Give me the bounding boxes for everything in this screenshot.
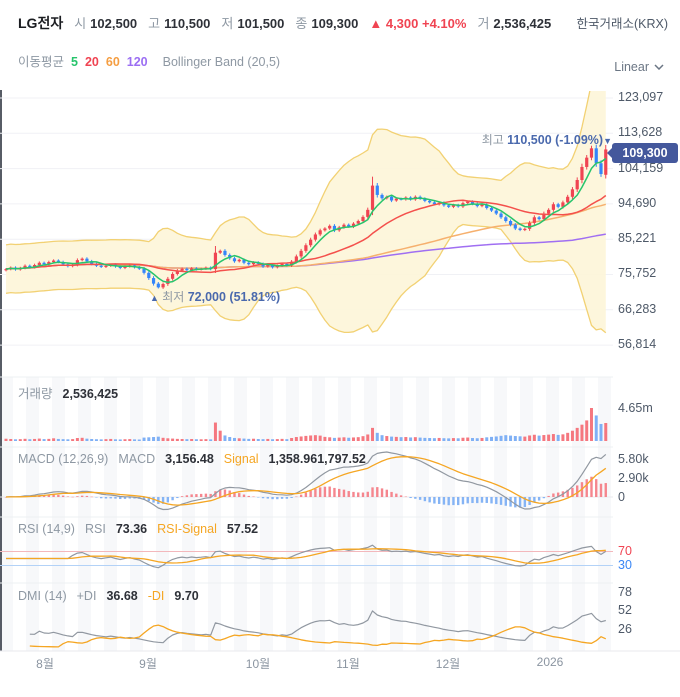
chart-left-axis-line bbox=[0, 90, 2, 651]
close-field: 종 109,300 bbox=[295, 13, 358, 32]
price-tick: 94,690 bbox=[618, 196, 657, 210]
signal-label: Signal bbox=[223, 452, 259, 466]
minus-di-value: 9.70 bbox=[174, 589, 199, 603]
volume-panel-label: 거래량 bbox=[18, 387, 53, 401]
open-label: 시 bbox=[74, 16, 87, 31]
chevron-down-icon bbox=[654, 64, 664, 70]
high-annotation-prefix: 최고 bbox=[481, 133, 504, 147]
macd-panel-header: MACD (12,26,9) MACD 3,156.48 Signal 1,35… bbox=[18, 452, 366, 466]
signal-value: 1,358.961,797.52 bbox=[268, 452, 366, 466]
plus-di-value: 36.68 bbox=[106, 589, 138, 603]
open-value: 102,500 bbox=[90, 16, 138, 31]
price-tick: 123,097 bbox=[618, 90, 664, 104]
rsi-value: 73.36 bbox=[115, 522, 148, 536]
rsi-panel-header: RSI (14,9) RSI 73.36 RSI-Signal 57.52 bbox=[18, 522, 258, 536]
volume-panel-value: 2,536,425 bbox=[62, 387, 119, 401]
high-field: 고 110,500 bbox=[148, 13, 210, 32]
low-field: 저 101,500 bbox=[221, 13, 284, 32]
chart-header: LG전자 시 102,500 고 110,500 저 101,500 종 109,300… bbox=[18, 13, 668, 33]
rsi-signal-label: RSI-Signal bbox=[157, 522, 217, 536]
rsi-signal-value: 57.52 bbox=[226, 522, 259, 536]
scale-selector-dropdown[interactable]: Linear bbox=[614, 60, 664, 74]
dmi-tick: 26 bbox=[618, 622, 632, 636]
macd-tick: 0 bbox=[618, 490, 625, 504]
minus-di-label: -DI bbox=[147, 589, 165, 603]
low-annotation-prefix: 최저 bbox=[162, 290, 185, 304]
bollinger-legend: Bollinger Band (20,5) bbox=[162, 55, 281, 69]
low-value: 101,500 bbox=[237, 16, 285, 31]
price-tick: 85,221 bbox=[618, 231, 657, 245]
high-annotation-value: 110,500 (-1.09%) bbox=[507, 133, 604, 147]
subpanel-stripes-background bbox=[0, 377, 613, 651]
indicator-legend: 이동평균 5 20 60 120 Bollinger Band (20,5) bbox=[18, 51, 280, 70]
price-tick: 104,159 bbox=[618, 161, 664, 175]
dmi-tick: 52 bbox=[618, 603, 632, 617]
current-price-badge: 109,300 bbox=[607, 143, 678, 163]
macd-tick: 5.80k bbox=[618, 452, 649, 466]
ma120-legend: 120 bbox=[126, 55, 148, 69]
price-tick: 75,752 bbox=[618, 266, 657, 280]
month-label: 10월 bbox=[245, 657, 271, 671]
month-label: 11월 bbox=[336, 657, 360, 671]
macd-label: MACD bbox=[118, 452, 156, 466]
volume-field: 거 2,536,425 bbox=[477, 13, 551, 32]
volume-panel-header: 거래량 2,536,425 bbox=[18, 383, 118, 402]
price-tick: 113,628 bbox=[618, 125, 663, 139]
month-label: 2026 bbox=[536, 655, 564, 669]
exchange-label: 한국거래소(KRX) bbox=[576, 17, 668, 31]
month-label: 8월 bbox=[36, 657, 54, 671]
ma60-legend: 60 bbox=[105, 55, 120, 69]
stock-symbol: LG전자 bbox=[18, 15, 64, 31]
rsi-panel-title: RSI (14,9) bbox=[18, 522, 75, 536]
low-marker-icon: ▲ bbox=[150, 293, 159, 303]
close-label: 종 bbox=[295, 16, 308, 31]
high-label: 고 bbox=[148, 16, 161, 31]
high-value: 110,500 bbox=[164, 16, 211, 31]
low-annotation-value: 72,000 (51.81%) bbox=[187, 290, 281, 304]
low-label: 저 bbox=[221, 16, 234, 31]
volume-label: 거 bbox=[477, 16, 490, 31]
high-marker-icon: ▼ bbox=[603, 136, 612, 146]
volume-tick: 4.65m bbox=[618, 401, 653, 415]
period-high-annotation: 최고 110,500 (-1.09%)▼ bbox=[482, 131, 612, 148]
dmi-tick: 78 bbox=[618, 585, 632, 599]
dmi-panel-header: DMI (14) +DI 36.68 -DI 9.70 bbox=[18, 589, 199, 603]
price-tick: 56,814 bbox=[618, 337, 657, 351]
period-low-annotation: ▲ 최저 72,000 (51.81%) bbox=[150, 288, 280, 305]
rsi-label: RSI bbox=[84, 522, 106, 536]
macd-value: 3,156.48 bbox=[165, 452, 214, 466]
rsi-lo-tick: 30 bbox=[618, 558, 632, 572]
plus-di-label: +DI bbox=[76, 589, 97, 603]
ma20-legend: 20 bbox=[84, 55, 99, 69]
price-change: ▲ 4,300 +4.10% bbox=[369, 16, 467, 31]
close-value: 109,300 bbox=[311, 16, 359, 31]
rsi-hi-tick: 70 bbox=[618, 544, 632, 558]
dmi-panel-title: DMI (14) bbox=[18, 589, 67, 603]
ma5-legend: 5 bbox=[71, 55, 78, 69]
volume-value: 2,536,425 bbox=[493, 16, 552, 31]
month-label: 9월 bbox=[139, 657, 157, 671]
macd-tick: 2.90k bbox=[618, 471, 649, 485]
price-tick: 66,283 bbox=[618, 302, 657, 316]
macd-panel-title: MACD (12,26,9) bbox=[18, 452, 109, 466]
month-label: 12월 bbox=[435, 657, 461, 671]
ma-legend-label: 이동평균 bbox=[18, 55, 65, 69]
scale-selector-value: Linear bbox=[614, 60, 649, 74]
open-field: 시 102,500 bbox=[74, 13, 137, 32]
